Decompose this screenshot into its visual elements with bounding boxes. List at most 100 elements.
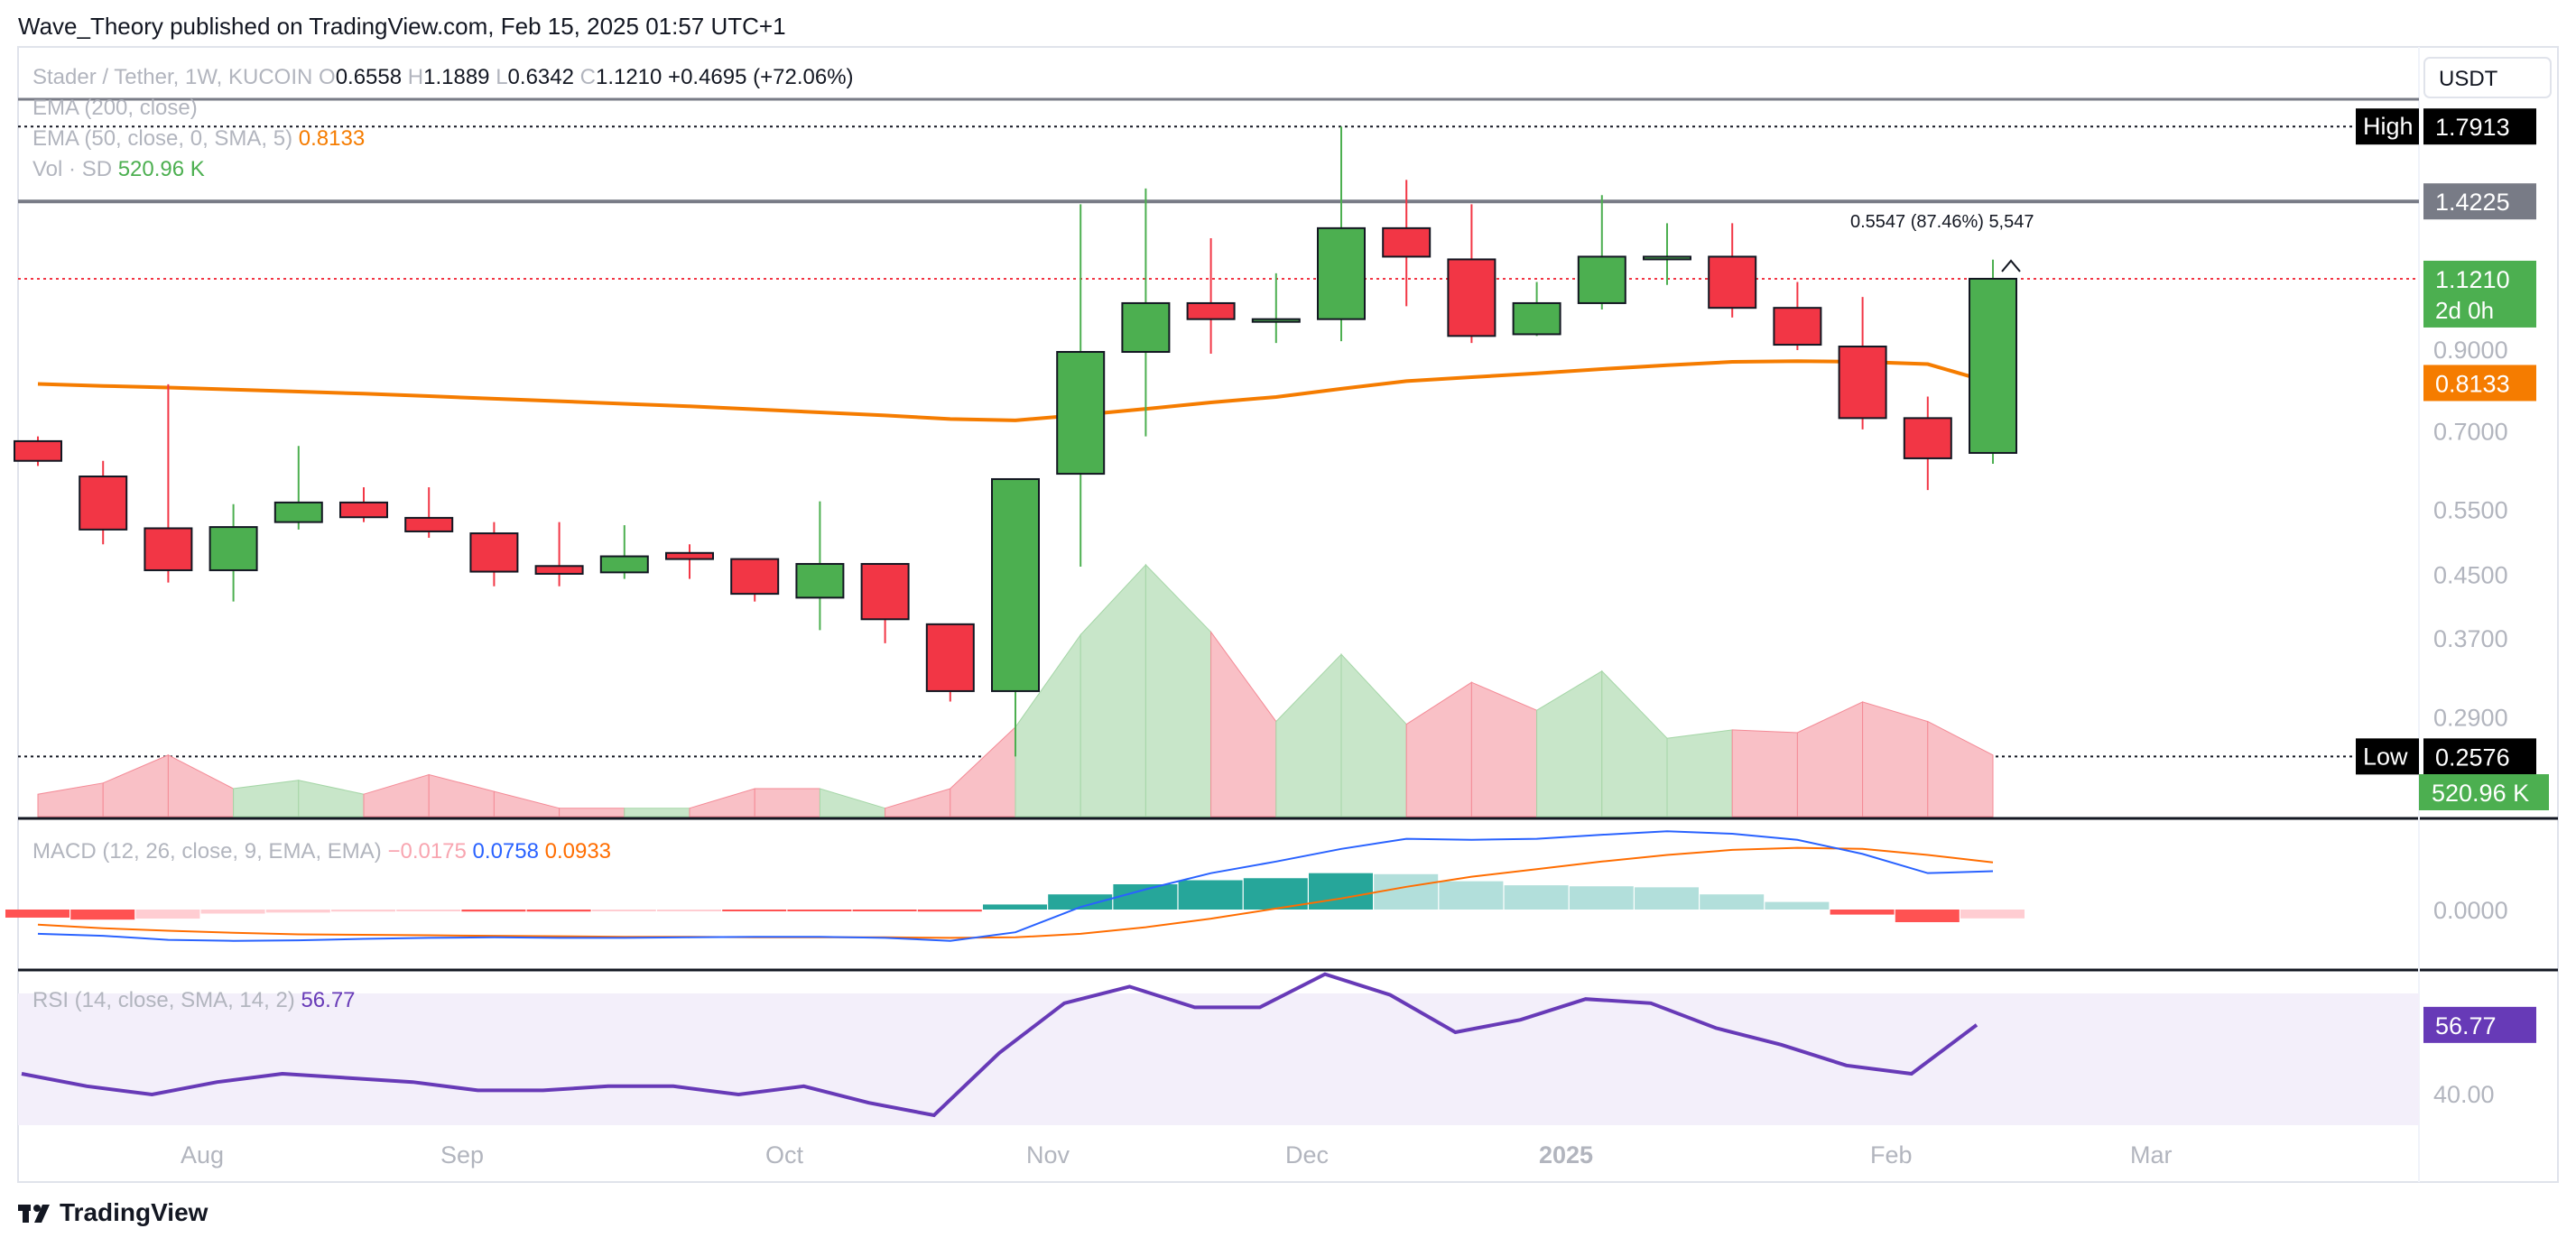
price-axis-tick: 0.2900: [2433, 705, 2508, 732]
volume-tag-box: [2419, 774, 2549, 810]
time-axis-label: Nov: [1026, 1141, 1070, 1168]
candle-body: [1577, 255, 1626, 304]
candle-body: [1447, 258, 1496, 337]
ohlc-key: C: [580, 65, 596, 89]
volume-area-segment: [1731, 729, 1798, 817]
ohlc-key: L: [496, 65, 507, 89]
volume-area-segment: [1080, 563, 1146, 817]
volume-area-segment: [1927, 720, 1994, 817]
candle-body: [404, 516, 454, 532]
candle-body: [1838, 346, 1887, 420]
volume-area-segment: [754, 788, 820, 817]
ema200-legend: EMA (200, close): [32, 96, 198, 120]
rsi-legend-value: 56.77: [301, 988, 355, 1012]
price-axis-tick: 0.9000: [2433, 337, 2508, 364]
candle-body: [1512, 301, 1561, 336]
time-axis-label: Aug: [181, 1141, 224, 1168]
candle-body: [144, 527, 193, 571]
macd-histogram-bar: [331, 910, 395, 912]
ohlc-key: H: [408, 65, 423, 89]
candle-body: [79, 476, 128, 531]
measure-arrow: [2001, 259, 2021, 272]
volume-area-segment: [1144, 563, 1212, 817]
rsi-tag-value: 56.77: [2435, 1012, 2497, 1039]
level-tag-value: 1.4225: [2435, 189, 2510, 216]
macd-histogram-bar: [983, 904, 1047, 910]
high-tag-box: [2423, 108, 2536, 145]
rsi-legend: RSI (14, close, SMA, 14, 2) 56.77: [32, 988, 356, 1012]
candle-body: [1121, 301, 1171, 354]
candle-body: [1317, 226, 1366, 320]
macd-histogram-bar: [5, 910, 69, 918]
volume-legend-label: Vol · SD: [32, 157, 118, 181]
volume-area-segment: [624, 808, 690, 817]
ohlc-value: 0.6558: [336, 65, 408, 89]
volume-area-segment: [1470, 681, 1538, 817]
macd-histogram-bar: [1504, 885, 1569, 910]
volume-tag-value: 520.96 K: [2432, 780, 2529, 807]
macd-legend-label: MACD (12, 26, close, 9, EMA, EMA): [32, 839, 387, 864]
macd-histogram-bar: [265, 910, 330, 913]
macd-legend: MACD (12, 26, close, 9, EMA, EMA) −0.017…: [32, 839, 611, 864]
bar-countdown: 2d 0h: [2435, 297, 2494, 324]
macd-histogram-bar: [200, 910, 265, 914]
volume-area-segment: [819, 788, 886, 817]
tradingview-logo[interactable]: TradingView: [18, 1198, 208, 1227]
tradingview-logo-icon: [18, 1202, 52, 1224]
macd-histogram-bar: [1048, 894, 1113, 910]
volume-area-segment: [363, 773, 430, 817]
rsi-tag-box: [2423, 1006, 2536, 1043]
published-by-line: Wave_Theory published on TradingView.com…: [18, 13, 786, 40]
candle-body: [208, 526, 258, 571]
volume-area-segment: [493, 790, 561, 817]
volume-area-segment: [559, 808, 625, 817]
macd-histogram-bar: [1895, 910, 1960, 922]
currency-box: [2423, 57, 2552, 98]
volume-area-segment: [233, 780, 300, 817]
macd-histogram-bar: [135, 910, 200, 919]
time-axis-label: Oct: [765, 1141, 804, 1168]
measure-label: 0.5547 (87.46%) 5,547: [1850, 212, 2034, 232]
low-tag-value: 0.2576: [2435, 744, 2510, 771]
volume-area-segment: [1210, 630, 1277, 817]
ohlc-value: 1.1210: [596, 65, 668, 89]
macd-histogram-bar: [1113, 884, 1178, 910]
volume-area-segment: [1601, 670, 1668, 817]
candle-body: [1382, 226, 1432, 258]
candle-body: [665, 551, 714, 560]
macd-signal-value: 0.0933: [545, 839, 611, 864]
macd-histogram-bar: [591, 910, 656, 911]
macd-histogram-bar: [852, 910, 917, 911]
time-axis-label: Sep: [440, 1141, 484, 1168]
macd-signal-line: [37, 846, 1994, 939]
macd-histogram-bar: [526, 910, 591, 912]
macd-histogram-bar: [1569, 886, 1634, 910]
price-axis-tick: 0.3700: [2433, 625, 2508, 652]
candle-body: [730, 558, 780, 596]
volume-legend: Vol · SD 520.96 K: [32, 157, 205, 181]
volume-area-segment: [428, 773, 495, 817]
candle-body: [1708, 255, 1757, 309]
chart-frame: [17, 46, 2559, 1183]
time-axis-label: 2025: [1539, 1141, 1593, 1168]
last-price-value: 1.1210: [2435, 266, 2510, 293]
candle-body: [795, 562, 845, 599]
time-axis-label: Dec: [1285, 1141, 1329, 1168]
last-price-box: [2423, 260, 2536, 328]
macd-histogram-bar: [1439, 881, 1504, 910]
candle-body: [14, 439, 62, 462]
symbol-title: Stader / Tether, 1W, KUCOIN: [32, 65, 319, 89]
macd-histogram-bar: [1374, 873, 1439, 910]
macd-histogram-bar: [1635, 887, 1699, 910]
high-tag-label: High: [2363, 113, 2414, 140]
tradingview-brand: TradingView: [60, 1198, 208, 1226]
candle-body: [469, 532, 519, 573]
candle-body: [925, 623, 975, 692]
macd-histogram-bar: [1309, 873, 1373, 910]
macd-histogram-bar: [917, 910, 982, 912]
rsi-line: [21, 972, 1978, 1118]
volume-area-segment: [1536, 670, 1603, 817]
price-axis-tick: 0.7000: [2433, 418, 2508, 445]
price-axis-tick: 0.4500: [2433, 562, 2508, 589]
